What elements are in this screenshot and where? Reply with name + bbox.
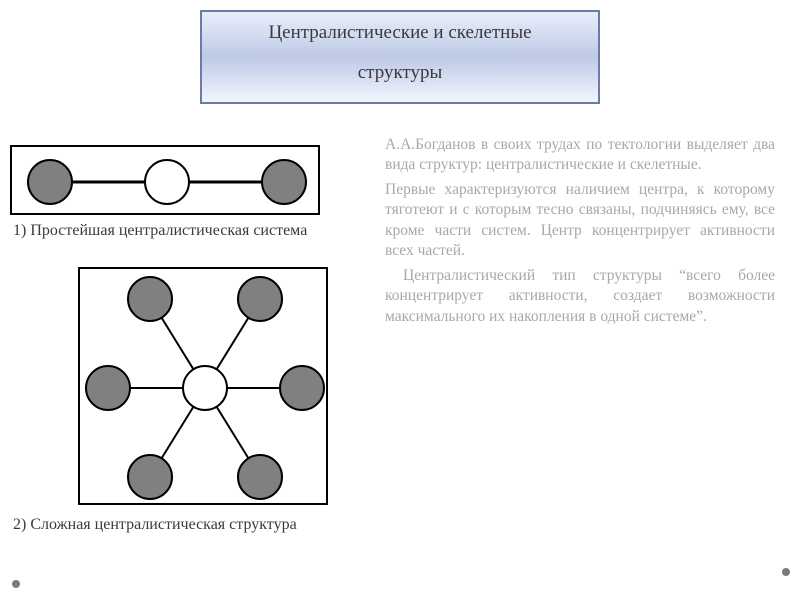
body-text-column: А.А.Богданов в своих трудах по тектологи… [385,135,775,331]
paragraph-2: Первые характеризуются наличием центра, … [385,180,775,262]
bullet-dot-icon [12,580,20,588]
caption-diagram-1: 1) Простейшая централистическая система [13,221,323,241]
title-banner: Централистические и скелетные структуры [200,10,600,104]
paragraph-1: А.А.Богданов в своих трудах по тектологи… [385,135,775,176]
diagram-simple-svg [12,147,318,213]
caption-diagram-2: 2) Сложная централистическая структура [13,515,323,535]
diagram-complex-centralist [78,267,328,505]
diagram-simple-centralist [10,145,320,215]
title-line-2: структуры [208,62,592,84]
bullet-dot-icon [782,568,790,576]
title-line-1: Централистические и скелетные [208,22,592,44]
paragraph-3: Централистический тип структуры “всего б… [385,266,775,327]
diagram-complex-svg [80,269,326,503]
